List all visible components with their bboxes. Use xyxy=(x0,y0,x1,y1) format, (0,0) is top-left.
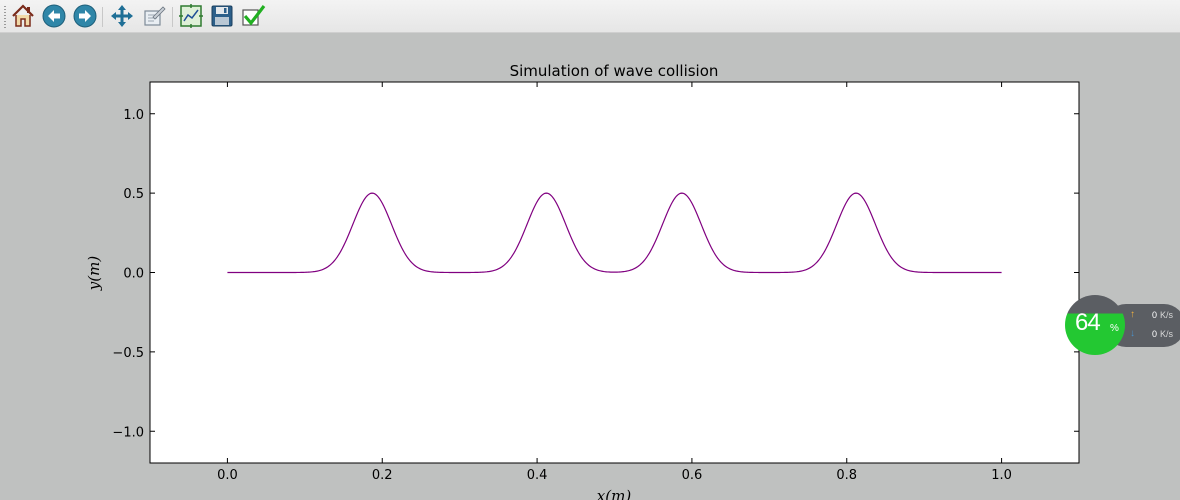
x-axis-label: x(m) xyxy=(597,487,632,500)
floppy-disk-icon xyxy=(211,5,233,27)
forward-button[interactable] xyxy=(72,3,98,29)
x-axis-ticks: 0.0 0.2 0.4 0.6 0.8 1.0 xyxy=(217,82,1012,483)
cpu-percent: 64 xyxy=(1075,309,1101,336)
back-button[interactable] xyxy=(41,3,67,29)
configure-subplots-button[interactable] xyxy=(178,3,204,29)
x-tick-label: 0.4 xyxy=(527,468,548,483)
zoom-rect-icon xyxy=(144,6,166,26)
download-rate: ↓ 0 K/s xyxy=(1130,328,1180,342)
toolbar-separator xyxy=(172,7,173,27)
edit-parameters-button[interactable] xyxy=(240,3,266,29)
subplots-icon xyxy=(179,4,203,28)
y-axis-label: y(m) xyxy=(85,256,103,292)
y-tick-label: 0.0 xyxy=(123,267,144,282)
download-unit: K/s xyxy=(1160,329,1174,339)
navigation-toolbar xyxy=(0,0,1180,33)
forward-arrow-icon xyxy=(73,4,97,28)
pan-button[interactable] xyxy=(109,3,135,29)
home-button[interactable] xyxy=(10,3,36,29)
y-tick-label: −0.5 xyxy=(112,346,144,361)
download-arrow-icon: ↓ xyxy=(1130,328,1135,339)
download-value: 0 xyxy=(1152,329,1158,339)
x-tick-label: 0.2 xyxy=(372,468,393,483)
y-tick-label: 0.5 xyxy=(123,187,144,202)
x-tick-label: 1.0 xyxy=(991,468,1012,483)
wave-series-line xyxy=(227,192,1002,274)
cpu-percent-sign: % xyxy=(1110,323,1119,334)
home-icon xyxy=(12,4,34,27)
x-tick-label: 0.0 xyxy=(217,468,238,483)
wave-chart: Simulation of wave collision 0.0 0.2 0.4 0.… xyxy=(85,62,1080,500)
cpu-usage-circle: 64 % xyxy=(1065,295,1125,355)
figure-canvas: Simulation of wave collision 0.0 0.2 0.4 0.… xyxy=(0,34,1180,500)
toolbar-grip[interactable] xyxy=(4,6,6,28)
back-arrow-icon xyxy=(42,4,66,28)
chart-title: Simulation of wave collision xyxy=(510,62,719,80)
upload-rate: ↑ 0 K/s xyxy=(1130,309,1180,323)
zoom-button[interactable] xyxy=(141,3,167,29)
y-tick-label: 1.0 xyxy=(123,108,144,123)
checkmark-icon xyxy=(242,5,266,26)
upload-value: 0 xyxy=(1152,310,1158,320)
upload-arrow-icon: ↑ xyxy=(1130,309,1135,320)
upload-unit: K/s xyxy=(1160,310,1174,320)
move-arrows-icon xyxy=(111,5,133,27)
save-button[interactable] xyxy=(209,3,235,29)
y-axis-ticks: 1.0 0.5 0.0 −0.5 −1.0 xyxy=(112,108,1079,440)
network-speed-widget[interactable]: 64 % ↑ 0 K/s ↓ 0 K/s xyxy=(1065,295,1180,355)
toolbar-separator xyxy=(102,7,103,27)
y-tick-label: −1.0 xyxy=(112,425,144,440)
x-tick-label: 0.8 xyxy=(836,468,857,483)
x-tick-label: 0.6 xyxy=(682,468,703,483)
